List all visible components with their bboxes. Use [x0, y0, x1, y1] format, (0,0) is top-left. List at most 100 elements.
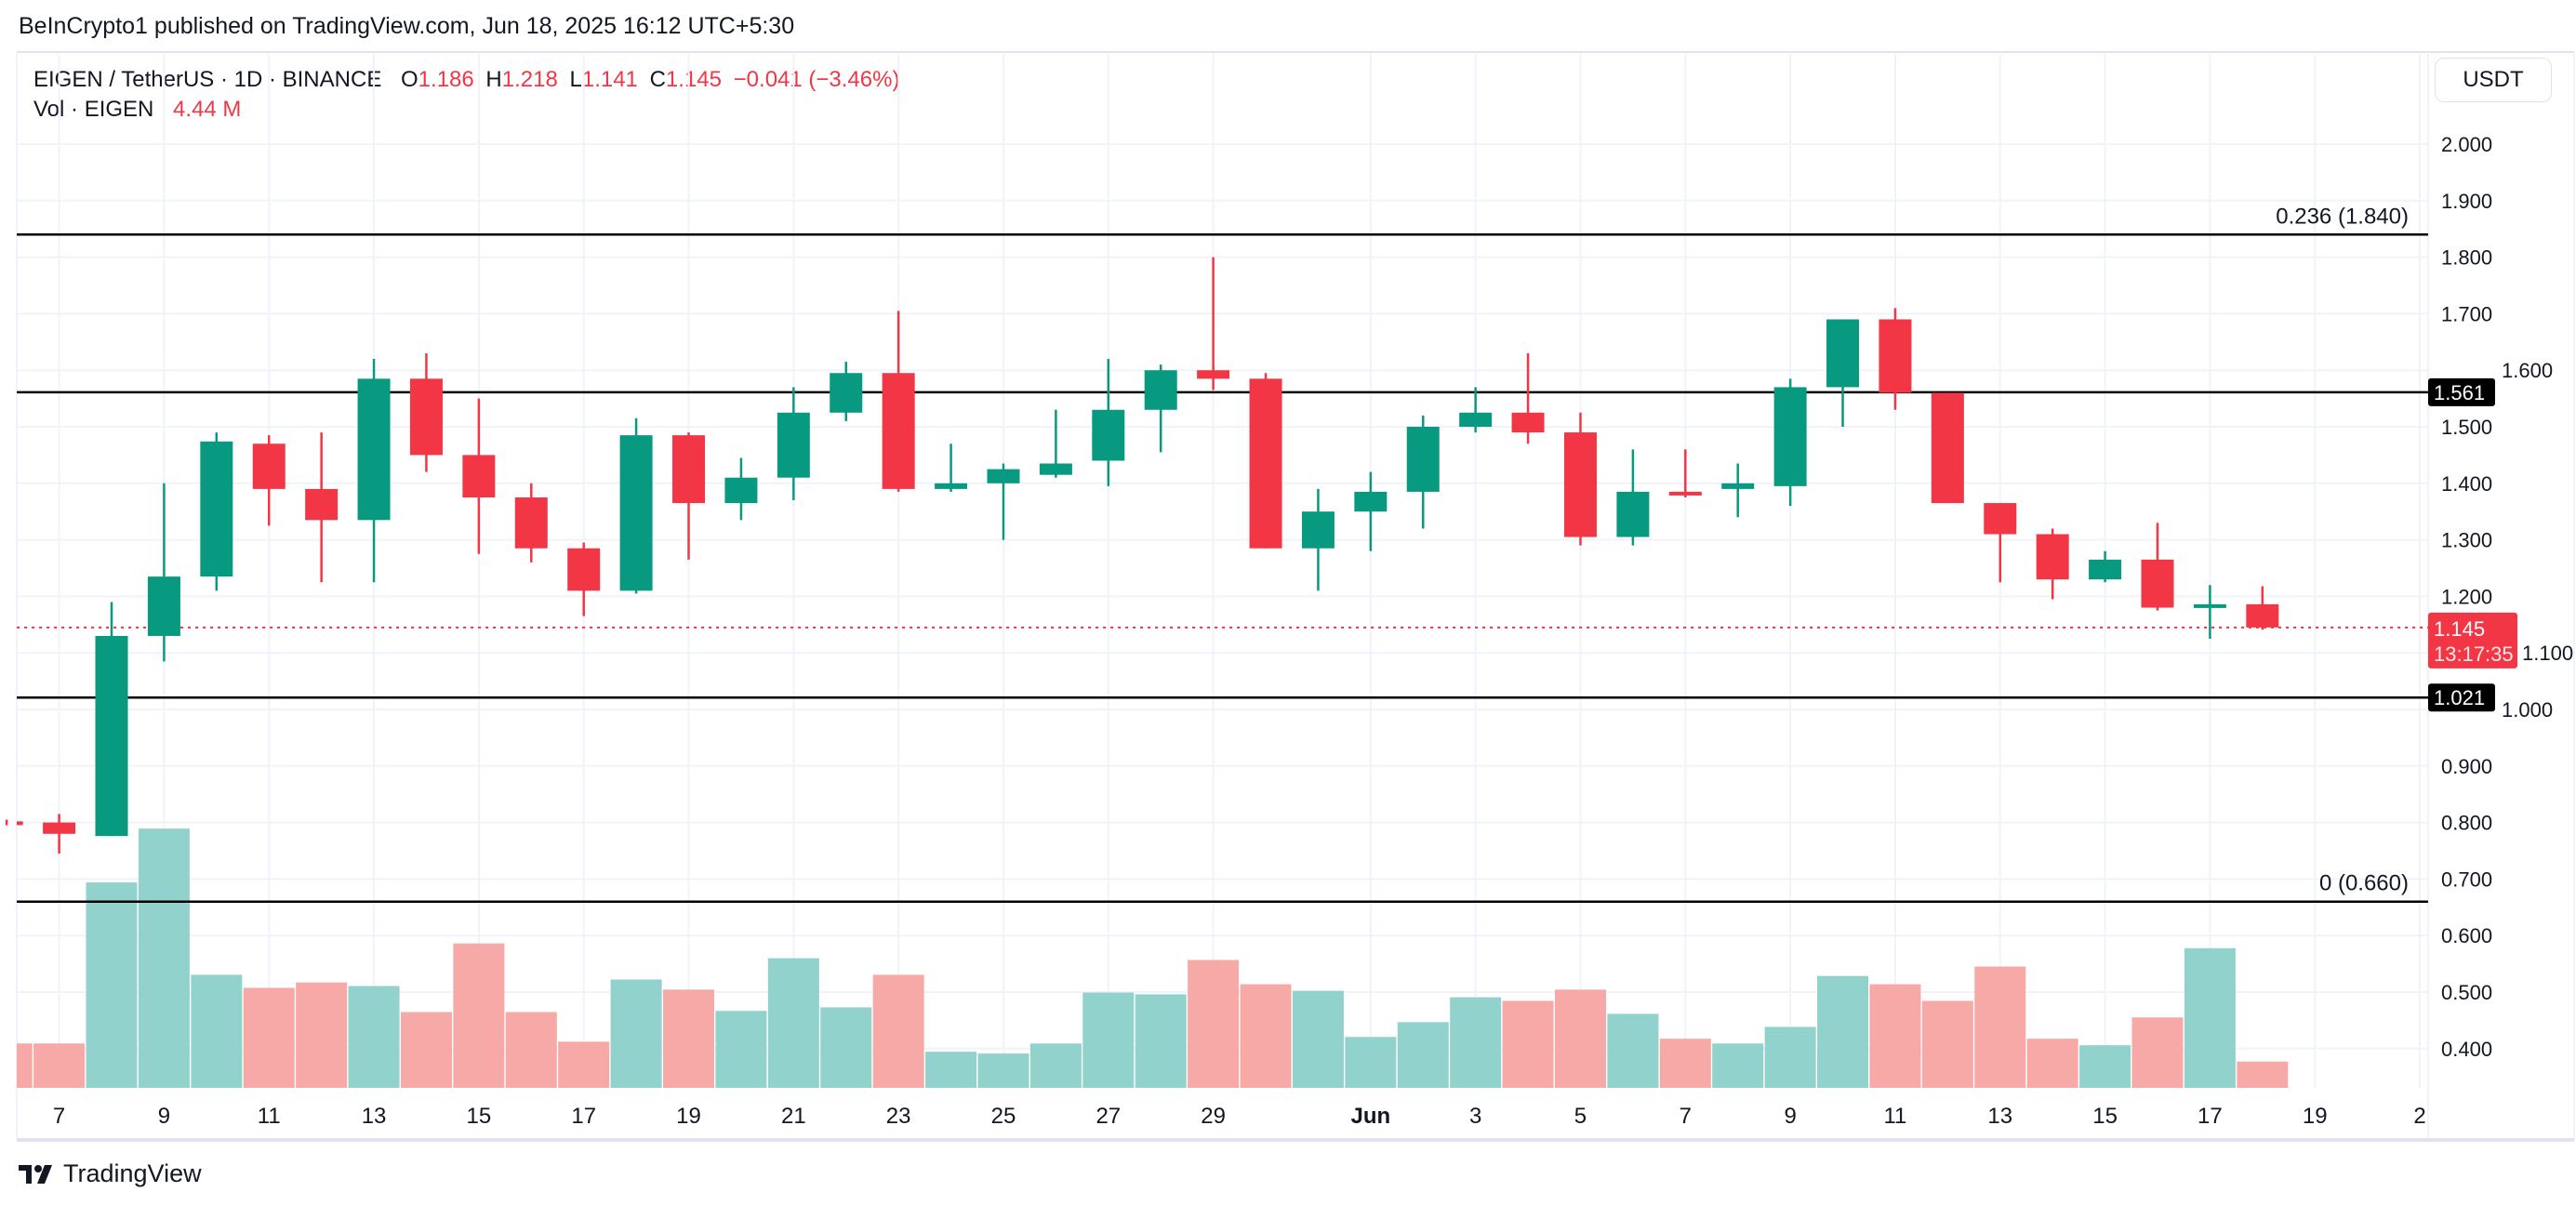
volume-bar: [820, 1007, 872, 1088]
price-tick-label: 1.900: [2441, 190, 2492, 213]
candle-body: [1668, 491, 1702, 496]
candle-body: [514, 497, 548, 549]
volume-bar: [663, 989, 715, 1088]
candle-body: [1984, 503, 2017, 535]
candle-body: [2246, 603, 2279, 628]
price-tick-label: 0.500: [2441, 981, 2492, 1004]
volume-bar: [505, 1012, 557, 1088]
volume-bar: [1292, 990, 1344, 1088]
candle: [5, 819, 23, 826]
candle: [830, 362, 863, 421]
price-tick-label: 1.200: [2441, 585, 2492, 608]
time-tick-label: 9: [158, 1104, 170, 1129]
volume-bar: [2026, 1039, 2078, 1088]
volume-bar: [453, 943, 505, 1088]
time-tick-label: 7: [1680, 1104, 1692, 1129]
candle-body: [147, 576, 180, 636]
volume-bar: [1659, 1039, 1711, 1088]
volume-bar: [1450, 997, 1502, 1088]
candle: [2089, 550, 2122, 583]
volume-bar: [1607, 1013, 1659, 1088]
volume-bar: [925, 1052, 977, 1088]
time-tick-label: 19: [2303, 1104, 2328, 1129]
volume-bar: [1921, 1000, 1973, 1088]
candle: [987, 463, 1020, 540]
price-axis[interactable]: 2.000 1.900 1.800 1.700 1.600 1.500 1.400 1.300…: [2428, 133, 2573, 1061]
time-tick-label: 21: [781, 1104, 806, 1129]
candle-body: [830, 373, 863, 413]
price-tick-label: 1.300: [2441, 529, 2492, 552]
candle: [1459, 387, 1493, 433]
candle-body: [987, 469, 1020, 483]
candle-body: [1406, 427, 1440, 492]
volume-bar: [1188, 960, 1240, 1088]
candle-body: [200, 441, 233, 577]
candle-body: [1144, 370, 1177, 410]
candle-body: [2089, 559, 2122, 580]
time-tick-label: 27: [1095, 1104, 1121, 1129]
candle: [2246, 586, 2279, 630]
candle: [357, 359, 391, 583]
ohlc-close-value: 1.145: [665, 67, 722, 92]
candle: [1092, 359, 1125, 486]
volume-title[interactable]: Vol · EIGEN: [33, 97, 154, 122]
volume-bar: [1135, 994, 1187, 1088]
candle: [672, 432, 706, 560]
volume-bar: [1502, 1000, 1554, 1088]
price-tick-label: 1.100: [2522, 642, 2573, 665]
price-tick-label: 0.800: [2441, 812, 2492, 835]
volume-bar: [1240, 984, 1292, 1088]
volume-bar: [33, 1043, 86, 1088]
candle-body: [1197, 370, 1230, 379]
time-axis[interactable]: 7 9 11 13 15 17 19 21 23 25 27 29 Jun 3 5 7 9 11 13 15 17 19 2: [53, 1104, 2426, 1129]
ohlc-high-value: 1.218: [501, 67, 558, 92]
price-tick-label: 1.700: [2441, 302, 2492, 325]
candle-body: [305, 488, 339, 521]
candle: [882, 311, 915, 492]
candle: [200, 432, 233, 591]
volume-bar: [348, 986, 400, 1088]
level-badge: [2428, 377, 2495, 406]
level-badge-label: 1.021: [2434, 686, 2485, 709]
fib-label: 0 (0.660): [2319, 871, 2409, 896]
candle: [2141, 523, 2174, 611]
candle-body: [777, 412, 810, 478]
volume-bar: [1817, 975, 1869, 1088]
price-tick-label: 0.700: [2441, 867, 2492, 891]
time-tick-label: 11: [258, 1104, 281, 1129]
price-tick-label: 1.600: [2502, 359, 2553, 382]
candle: [619, 417, 653, 594]
candle-body: [1511, 412, 1545, 433]
candle: [1984, 503, 2017, 583]
time-tick-label: 29: [1201, 1104, 1226, 1129]
candle: [567, 542, 601, 616]
time-tick-label: 2: [2413, 1104, 2425, 1129]
level-badge-label: 1.561: [2434, 381, 2485, 404]
price-tick-label: 2.000: [2441, 133, 2492, 156]
symbol-title[interactable]: EIGEN / TetherUS · 1D · BINANCE: [33, 67, 382, 92]
tradingview-logo[interactable]: TradingView: [19, 1159, 202, 1188]
candle: [1144, 364, 1177, 453]
candle-body: [672, 435, 706, 504]
candle-body: [1563, 432, 1597, 537]
time-tick-label: 13: [362, 1104, 387, 1129]
volume-bar: [1974, 966, 2026, 1088]
candle: [1879, 308, 1912, 410]
candle: [724, 457, 758, 521]
candle-body: [252, 444, 285, 489]
candle-body: [1721, 483, 1755, 489]
time-tick-label: 15: [467, 1104, 492, 1129]
volume-bar: [610, 979, 662, 1088]
ohlc-high: H1.218: [485, 67, 557, 92]
price-tick-label: 1.800: [2441, 246, 2492, 270]
volume-bar: [2079, 1045, 2131, 1088]
volume-bar: [400, 1012, 452, 1088]
ohlc-high-label: H: [485, 67, 502, 92]
volume-bar: [138, 828, 190, 1088]
candle-body: [43, 822, 76, 834]
candle-body: [2036, 534, 2069, 580]
currency-button[interactable]: USDT: [2435, 58, 2552, 102]
candle-body: [1092, 409, 1125, 461]
candle: [1249, 373, 1282, 549]
